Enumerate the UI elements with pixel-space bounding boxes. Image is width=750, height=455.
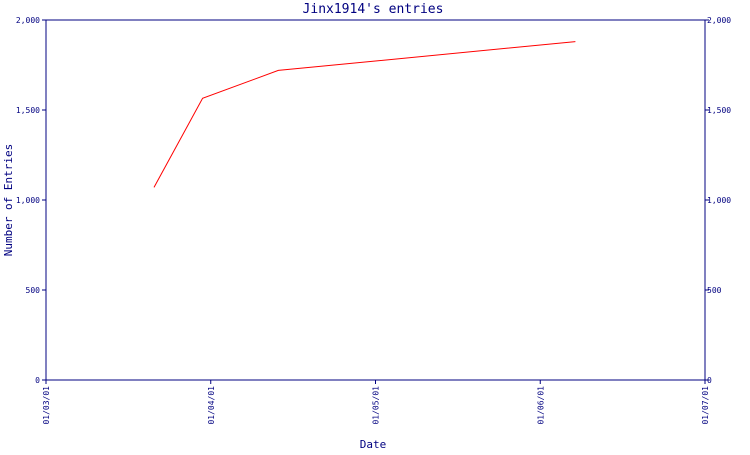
y-tick-label-left: 500: [26, 286, 41, 295]
x-axis: 01/03/01 01/04/01 01/05/01 01/06/01 01/07/01: [42, 380, 710, 425]
x-tick-label: 01/04/01: [207, 386, 216, 425]
y-tick-label-right: 1,500: [707, 106, 731, 115]
x-axis-label: Date: [360, 438, 387, 450]
y-tick-label-right: 2,000: [707, 16, 731, 25]
chart-title: Jinx1914's entries: [303, 2, 444, 17]
series-layer: [153, 41, 576, 188]
y-tick-label-right: 500: [707, 286, 722, 295]
x-tick-label: 01/06/01: [536, 386, 545, 425]
series-line: [153, 41, 576, 188]
y-axis-label: Number of Entries: [2, 144, 15, 257]
y-tick-label-left: 1,000: [16, 196, 40, 205]
x-tick-label: 01/05/01: [372, 386, 381, 425]
y-tick-label-left: 0: [35, 376, 40, 385]
x-tick-label: 01/03/01: [42, 386, 51, 425]
y-tick-label-left: 2,000: [16, 16, 40, 25]
plot-area: [45, 19, 706, 381]
y-axis-left: 0 500 1,000 1,500 2,000: [16, 16, 46, 385]
y-axis-right: 0 500 1,000 1,500 2,000: [705, 16, 731, 385]
x-tick-label: 01/07/01: [701, 386, 710, 425]
y-tick-label-left: 1,500: [16, 106, 40, 115]
y-tick-label-right: 0: [707, 376, 712, 385]
y-tick-label-right: 1,000: [707, 196, 731, 205]
